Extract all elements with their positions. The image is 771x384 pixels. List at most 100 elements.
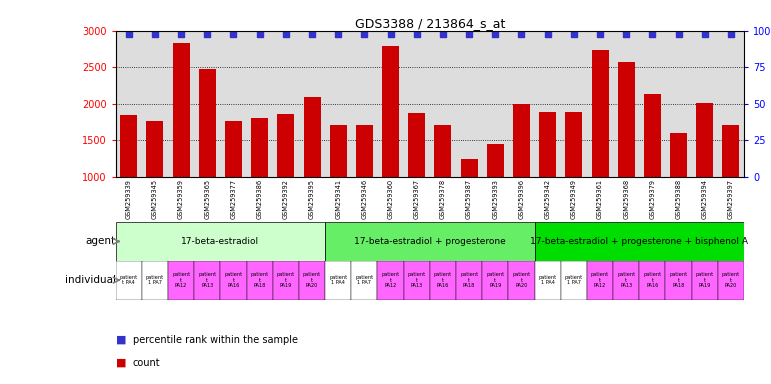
Bar [116,261,142,300]
Text: patient
t
PA12: patient t PA12 [172,272,190,288]
Title: GDS3388 / 213864_s_at: GDS3388 / 213864_s_at [355,17,505,30]
Bar [430,261,456,300]
Bar [273,261,299,300]
Point [306,31,318,37]
Bar [304,97,321,249]
Text: GSM259360: GSM259360 [388,179,393,219]
Bar [168,261,194,300]
Text: patient
t
PA19: patient t PA19 [277,272,295,288]
Bar [670,133,687,249]
Point [672,31,685,37]
Bar [534,222,744,261]
Bar [587,261,613,300]
Text: GSM259388: GSM259388 [675,179,682,219]
Text: individual: individual [65,275,116,285]
Bar [356,126,373,249]
Text: patient
1 PA4: patient 1 PA4 [539,275,557,285]
Bar [591,50,608,249]
Point [175,31,187,37]
Point [463,31,475,37]
Text: GSM259397: GSM259397 [728,179,734,219]
Point [123,31,135,37]
Bar [644,94,661,249]
Text: GSM259342: GSM259342 [544,179,550,219]
Point [620,31,632,37]
Text: patient
t PA4: patient t PA4 [120,275,138,285]
Bar [352,261,378,300]
Point [646,31,658,37]
Text: count: count [133,358,160,368]
Text: GSM259379: GSM259379 [649,179,655,219]
Text: percentile rank within the sample: percentile rank within the sample [133,335,298,345]
Text: patient
t
PA13: patient t PA13 [617,272,635,288]
Bar [696,103,713,249]
Bar [539,112,556,249]
Bar [325,261,352,300]
Text: GSM259395: GSM259395 [309,179,315,219]
Bar [120,115,137,249]
Text: GSM259396: GSM259396 [518,179,524,219]
Text: GSM259368: GSM259368 [623,179,629,219]
Text: GSM259392: GSM259392 [283,179,289,219]
Text: patient
t
PA13: patient t PA13 [198,272,217,288]
Bar [618,62,635,249]
Bar [251,118,268,249]
Point [201,31,214,37]
Bar [378,261,404,300]
Text: patient
1 PA7: patient 1 PA7 [146,275,164,285]
Text: GSM259394: GSM259394 [702,179,708,219]
Text: GSM259349: GSM259349 [571,179,577,219]
Bar [299,261,325,300]
Text: patient
t
PA13: patient t PA13 [408,272,426,288]
Text: GSM259386: GSM259386 [257,179,263,219]
Text: patient
t
PA20: patient t PA20 [303,272,321,288]
Point [332,31,345,37]
Text: patient
t
PA16: patient t PA16 [643,272,662,288]
Bar [278,114,295,249]
Bar [247,261,273,300]
Text: GSM259365: GSM259365 [204,179,210,219]
Text: GSM259359: GSM259359 [178,179,184,219]
Point [227,31,240,37]
Point [411,31,423,37]
Text: patient
t
PA19: patient t PA19 [487,272,504,288]
Text: patient
t
PA19: patient t PA19 [695,272,714,288]
Text: GSM259346: GSM259346 [362,179,367,219]
Text: patient
1 PA7: patient 1 PA7 [565,275,583,285]
Point [725,31,737,37]
Bar [482,261,508,300]
Text: patient
t
PA16: patient t PA16 [224,272,243,288]
Text: patient
t
PA18: patient t PA18 [460,272,478,288]
Text: patient
1 PA4: patient 1 PA4 [329,275,347,285]
Point [280,31,292,37]
Bar [116,222,325,261]
Bar [534,261,561,300]
Bar [199,69,216,249]
Point [254,31,266,37]
Bar [613,261,639,300]
Text: GSM259339: GSM259339 [126,179,132,218]
Point [436,31,449,37]
Point [149,31,161,37]
Point [567,31,580,37]
Text: GSM259378: GSM259378 [440,179,446,219]
Text: GSM259367: GSM259367 [414,179,419,219]
Point [489,31,501,37]
Bar [173,43,190,249]
Text: patient
t
PA18: patient t PA18 [251,272,269,288]
Bar [221,261,247,300]
Bar [146,121,163,249]
Text: agent: agent [86,237,116,247]
Bar [408,113,426,249]
Bar [330,125,347,249]
Text: GSM259341: GSM259341 [335,179,342,219]
Text: 17-beta-estradiol + progesterone + bisphenol A: 17-beta-estradiol + progesterone + bisph… [530,237,749,246]
Text: 17-beta-estradiol + progesterone: 17-beta-estradiol + progesterone [354,237,506,246]
Text: GSM259393: GSM259393 [493,179,498,218]
Text: patient
t
PA16: patient t PA16 [434,272,452,288]
Bar [565,112,582,249]
Bar [718,261,744,300]
Bar [456,261,482,300]
Bar [639,261,665,300]
Point [359,31,371,37]
